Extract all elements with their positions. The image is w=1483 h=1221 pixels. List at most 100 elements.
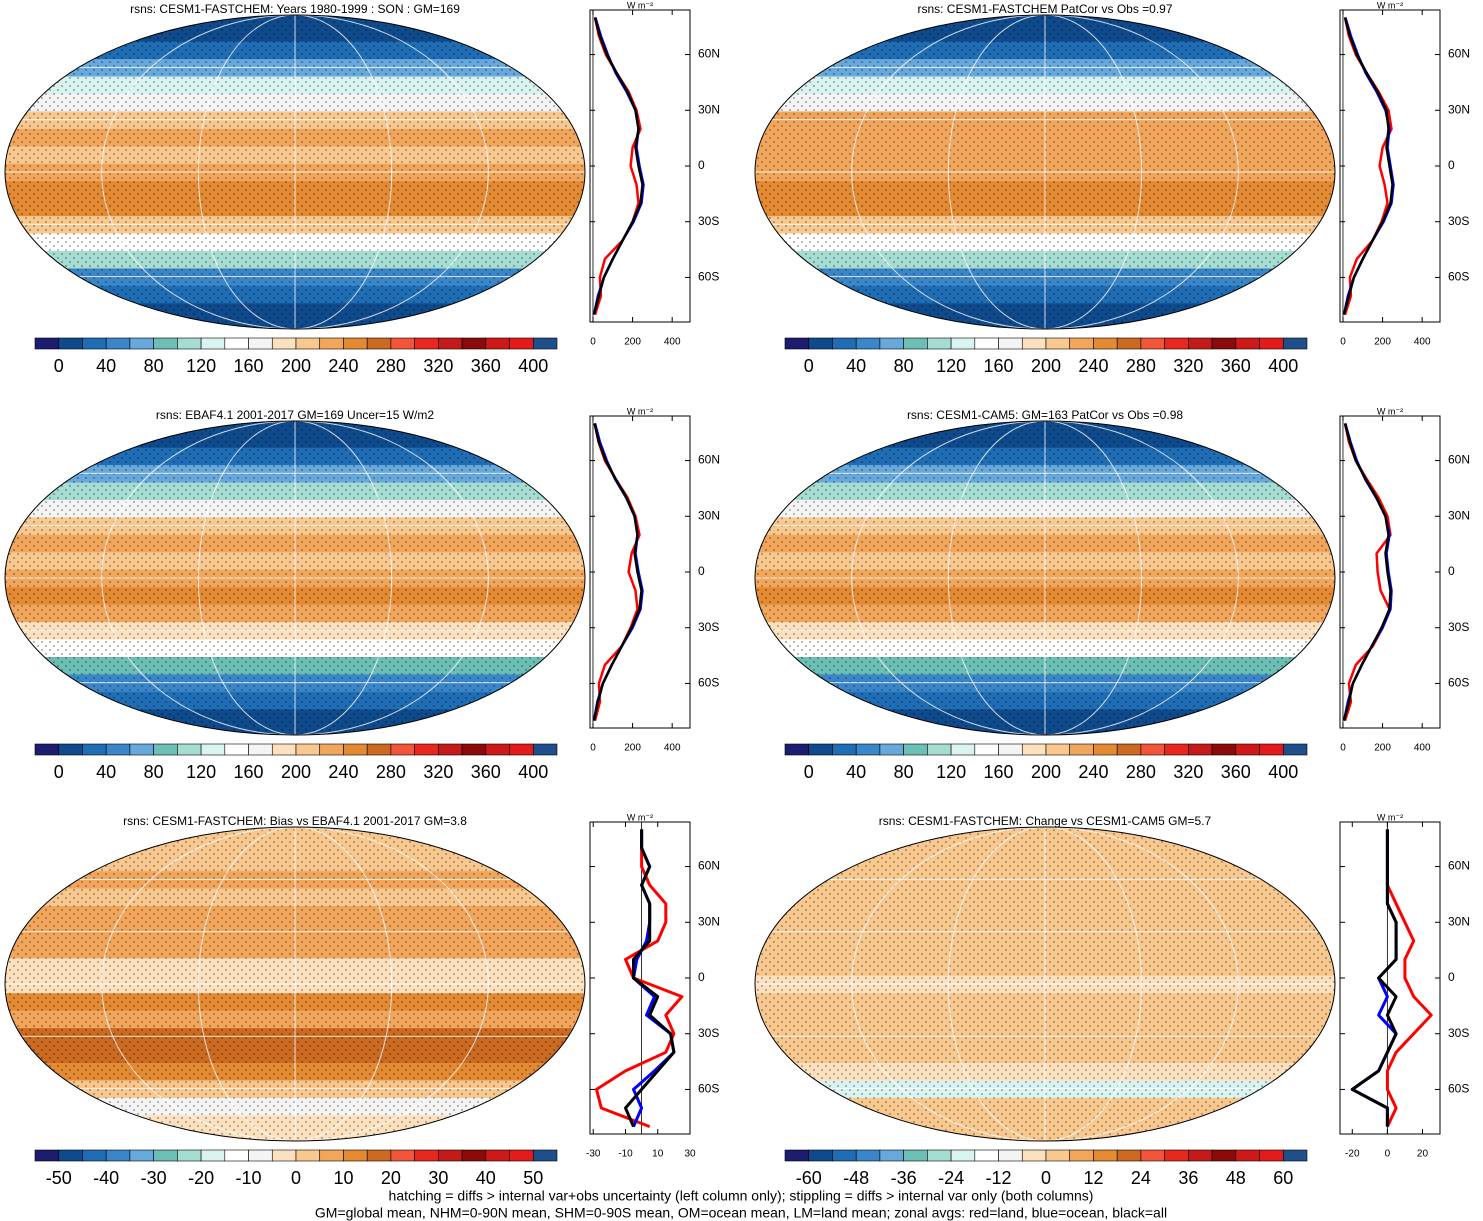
colorbar-tick-label: 160 — [234, 762, 264, 782]
x-tick-label: 200 — [624, 743, 641, 754]
colorbar-box — [248, 1149, 273, 1162]
colorbar-box — [1069, 337, 1094, 350]
colorbar-box — [461, 337, 487, 350]
colorbar-box — [1021, 743, 1047, 756]
colorbar-box — [1235, 1149, 1260, 1162]
colorbar-box — [509, 743, 534, 756]
colorbar-box — [105, 337, 131, 350]
map — [755, 827, 1335, 1141]
colorbar-box — [832, 1149, 857, 1162]
colorbar-box — [129, 1149, 154, 1162]
map — [5, 421, 585, 735]
colorbar-box — [248, 337, 273, 350]
x-tick-label: 400 — [664, 337, 681, 348]
colorbar-tick-label: 240 — [328, 762, 358, 782]
colorbar-tick-label: 0 — [804, 762, 814, 782]
colorbar-box — [248, 743, 273, 756]
colorbar-box — [390, 1149, 415, 1162]
colorbar-tick-label: 400 — [1268, 356, 1298, 376]
colorbar-tick-label: 0 — [54, 762, 64, 782]
colorbar-tick-label: 160 — [984, 356, 1014, 376]
y-tick-label: 60N — [698, 47, 720, 61]
colorbar-tick-label: 400 — [518, 356, 548, 376]
zonal-line — [593, 17, 642, 315]
colorbar-tick-label: 80 — [144, 762, 164, 782]
map-border — [754, 14, 1336, 330]
colorbar-tick-label: 280 — [1126, 762, 1156, 782]
colorbar-tick-label: 200 — [281, 356, 311, 376]
colorbar-box — [1093, 1149, 1118, 1162]
colorbar-box — [532, 743, 558, 756]
y-tick-label: 30S — [698, 1026, 719, 1040]
colorbar-tick-label: 400 — [1268, 762, 1298, 782]
y-tick-label: 30S — [1448, 214, 1469, 228]
x-tick-label: 200 — [1374, 743, 1391, 754]
colorbar-box — [950, 1149, 976, 1162]
colorbar-tick-label: 280 — [376, 356, 406, 376]
colorbar-box — [414, 1149, 439, 1162]
y-tick-label: 30N — [1448, 914, 1470, 928]
x-tick-label: 10 — [652, 1149, 664, 1160]
colorbar-tick-label: 240 — [1078, 762, 1108, 782]
colorbar-tick-label: 320 — [423, 356, 453, 376]
colorbar-box — [1093, 743, 1118, 756]
map-border — [4, 826, 586, 1142]
graticule — [851, 15, 1239, 329]
colorbar-box — [58, 743, 83, 756]
profile-x-label: W m⁻² — [1377, 406, 1403, 416]
colorbar-box — [1045, 337, 1071, 350]
map — [755, 15, 1335, 329]
colorbar-tick-label: 320 — [1173, 356, 1203, 376]
colorbar-box — [879, 1149, 904, 1162]
y-tick-label: 0 — [698, 158, 705, 172]
colorbar-box — [808, 743, 833, 756]
colorbar-tick-label: 200 — [1031, 356, 1061, 376]
y-tick-label: 30S — [698, 214, 719, 228]
graticule — [947, 827, 1143, 1141]
colorbar-box — [1116, 1149, 1142, 1162]
y-tick-label: 30N — [1448, 508, 1470, 522]
colorbar-box — [1164, 337, 1189, 350]
colorbar-tick-label: 200 — [1031, 762, 1061, 782]
colorbar-box — [1093, 337, 1118, 350]
colorbar-box — [1045, 1149, 1071, 1162]
colorbar-box — [974, 337, 999, 350]
y-tick-label: 30N — [1448, 102, 1470, 116]
colorbar-box — [366, 1149, 392, 1162]
graticule — [947, 421, 1143, 735]
colorbar-box — [1069, 743, 1094, 756]
colorbar-box — [34, 1149, 60, 1162]
x-tick-label: 30 — [684, 1149, 696, 1160]
colorbar-box — [808, 337, 833, 350]
colorbar-tick-label: 40 — [846, 762, 866, 782]
colorbar-tick-label: 0 — [54, 356, 64, 376]
colorbar-box — [485, 1149, 510, 1162]
x-tick-label: 0 — [1340, 743, 1346, 754]
colorbar-box — [974, 1149, 999, 1162]
colorbar-box — [1045, 743, 1071, 756]
colorbar-box — [224, 337, 249, 350]
x-tick-label: 0 — [1385, 1149, 1391, 1160]
colorbar-box — [927, 337, 952, 350]
colorbar-box — [1282, 743, 1308, 756]
colorbar-box — [1188, 743, 1213, 756]
y-tick-label: 60N — [1448, 47, 1470, 61]
colorbar-box — [58, 337, 83, 350]
colorbar-box — [1188, 337, 1213, 350]
colorbar-box — [200, 743, 226, 756]
colorbar-tick-label: 36 — [1178, 1168, 1198, 1188]
map-title: rsns: CESM1-FASTCHEM: Years 1980-1999 : … — [130, 2, 460, 16]
y-tick-label: 30S — [698, 620, 719, 634]
colorbar-box — [129, 743, 154, 756]
colorbar-box — [1211, 1149, 1237, 1162]
colorbar-box — [438, 1149, 463, 1162]
colorbar-box — [855, 743, 881, 756]
colorbar-tick-label: 0 — [804, 356, 814, 376]
colorbar-box — [105, 1149, 131, 1162]
map-border — [4, 420, 586, 736]
colorbar-tick-label: 40 — [846, 356, 866, 376]
colorbar-tick-label: 48 — [1226, 1168, 1246, 1188]
colorbar-box — [105, 743, 131, 756]
colorbar-box — [414, 743, 439, 756]
